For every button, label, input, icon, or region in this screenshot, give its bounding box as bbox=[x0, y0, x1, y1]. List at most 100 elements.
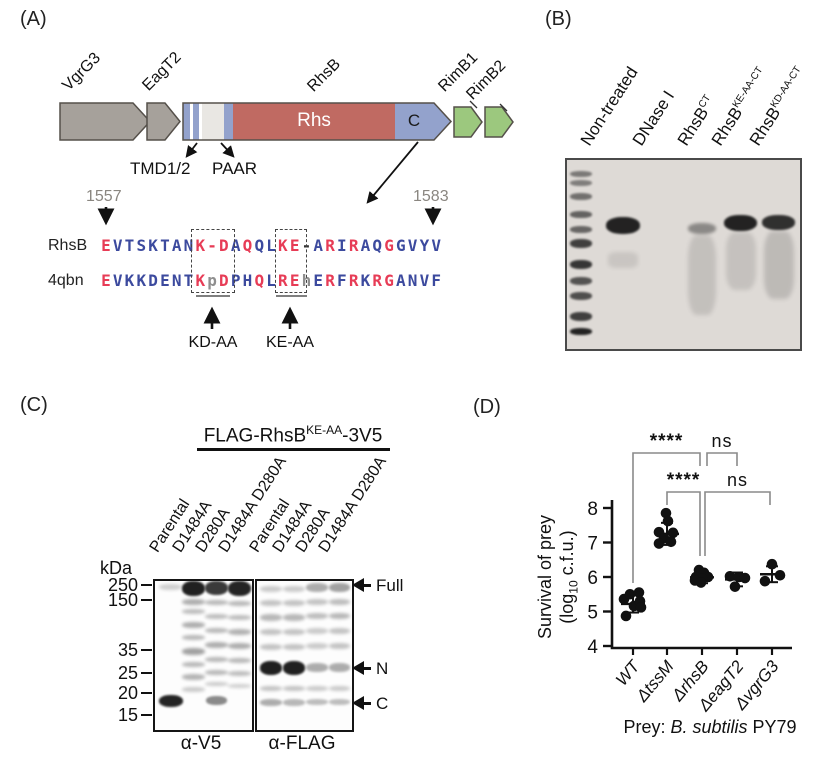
gel-band bbox=[306, 699, 328, 705]
gel-band bbox=[205, 614, 228, 619]
gel-band bbox=[206, 696, 227, 705]
residue: E bbox=[160, 271, 170, 290]
n-band-arrow-icon bbox=[352, 661, 364, 675]
c-band-label: C bbox=[376, 694, 389, 713]
gel-band bbox=[228, 629, 251, 635]
gel-band bbox=[329, 583, 350, 592]
gel-band bbox=[724, 215, 757, 231]
data-point bbox=[660, 507, 672, 519]
residue: A bbox=[313, 236, 324, 255]
gel-band bbox=[283, 699, 305, 706]
gel-band bbox=[228, 601, 251, 606]
gel-band bbox=[570, 211, 592, 218]
data-point bbox=[695, 577, 707, 588]
residue: K bbox=[195, 236, 206, 255]
residue: A bbox=[230, 236, 241, 255]
tmd-label: TMD1/2 bbox=[130, 159, 191, 178]
gel-band bbox=[205, 670, 228, 675]
residue: F bbox=[337, 271, 347, 290]
alignment-start-pos: 1557 bbox=[86, 188, 122, 205]
residue: p bbox=[207, 271, 217, 290]
gel-band bbox=[228, 684, 251, 688]
y-axis-label-line2: (log10 c.f.u.) bbox=[557, 530, 581, 624]
significance-bracket bbox=[632, 452, 701, 583]
data-point bbox=[665, 536, 677, 548]
significance-bracket bbox=[666, 491, 701, 556]
gel-smear bbox=[726, 232, 756, 290]
residue: R bbox=[372, 271, 383, 290]
residue: N bbox=[183, 236, 194, 255]
prey-caption-pre: Prey: bbox=[623, 717, 671, 737]
residue: I bbox=[337, 236, 347, 255]
blot-header-underline bbox=[197, 448, 390, 451]
gel-band bbox=[283, 586, 305, 592]
rhsb-gene-bar bbox=[182, 102, 453, 141]
paar-arrow bbox=[220, 142, 235, 158]
residue: Y bbox=[419, 236, 430, 255]
alignment-row-name: 4qbn bbox=[48, 272, 84, 289]
residue: P bbox=[230, 271, 241, 290]
c-to-alignment-arrow bbox=[366, 141, 419, 204]
data-point bbox=[624, 588, 636, 600]
kda-marker-15: 15 bbox=[117, 705, 138, 725]
residue: R bbox=[278, 271, 288, 290]
residue: G bbox=[384, 271, 394, 290]
data-point bbox=[766, 558, 778, 570]
western-blot-v5 bbox=[153, 579, 254, 732]
residue: Q bbox=[372, 236, 383, 255]
significance-label: **** bbox=[667, 470, 701, 491]
gel-band bbox=[306, 628, 328, 634]
y-tick-label: 8 bbox=[587, 499, 598, 520]
significance-bracket bbox=[706, 452, 738, 466]
gel-band bbox=[306, 663, 328, 672]
gel-band bbox=[688, 223, 716, 234]
kd-aa-label: KD-AA bbox=[188, 334, 238, 351]
gel-band bbox=[260, 644, 282, 650]
gel-smear bbox=[764, 231, 794, 299]
kda-marker-150: 150 bbox=[107, 590, 138, 610]
panel-c-label: (C) bbox=[20, 394, 48, 416]
vgrg3-gene-arrow bbox=[59, 102, 152, 141]
residue: A bbox=[396, 271, 406, 290]
gel-band bbox=[205, 628, 228, 633]
gel-band bbox=[182, 599, 205, 605]
residue: V bbox=[407, 236, 418, 255]
residue: R bbox=[325, 271, 335, 290]
gel-band bbox=[306, 643, 328, 649]
gel-band bbox=[570, 226, 592, 233]
residue: R bbox=[348, 271, 359, 290]
gel-smear bbox=[608, 252, 638, 268]
blot-header-sup: KE-AA bbox=[306, 423, 343, 437]
leader-lines bbox=[469, 100, 508, 112]
position-arrows bbox=[97, 207, 442, 226]
residue: A bbox=[360, 236, 371, 255]
kd-motif-box bbox=[191, 229, 235, 293]
gel-band bbox=[329, 599, 350, 605]
residue: T bbox=[160, 236, 170, 255]
gel-band bbox=[260, 661, 282, 675]
gel-band bbox=[228, 658, 251, 663]
y-axis-label: Survival of prey (log10 c.f.u.) bbox=[534, 477, 582, 677]
residue: Q bbox=[242, 236, 253, 255]
prey-caption-species: B. subtilis bbox=[670, 717, 748, 737]
residue: D bbox=[219, 271, 229, 290]
residue: V bbox=[112, 236, 123, 255]
rhs-domain-label: Rhs bbox=[297, 110, 331, 131]
pointer-arrows bbox=[185, 141, 419, 204]
data-point bbox=[667, 527, 679, 539]
residue: D bbox=[148, 271, 158, 290]
gel-band bbox=[182, 622, 205, 628]
blot-header-pre: FLAG-RhsB bbox=[203, 425, 307, 447]
panel-b-label: (B) bbox=[545, 8, 572, 30]
gel-band bbox=[283, 614, 305, 621]
gel-band bbox=[606, 217, 640, 234]
data-point bbox=[633, 587, 645, 598]
residue: S bbox=[136, 236, 147, 255]
gel-band bbox=[570, 239, 592, 248]
gel-band bbox=[205, 682, 228, 686]
gel-band bbox=[283, 686, 305, 691]
axes bbox=[610, 500, 792, 650]
gel-band bbox=[260, 699, 282, 706]
